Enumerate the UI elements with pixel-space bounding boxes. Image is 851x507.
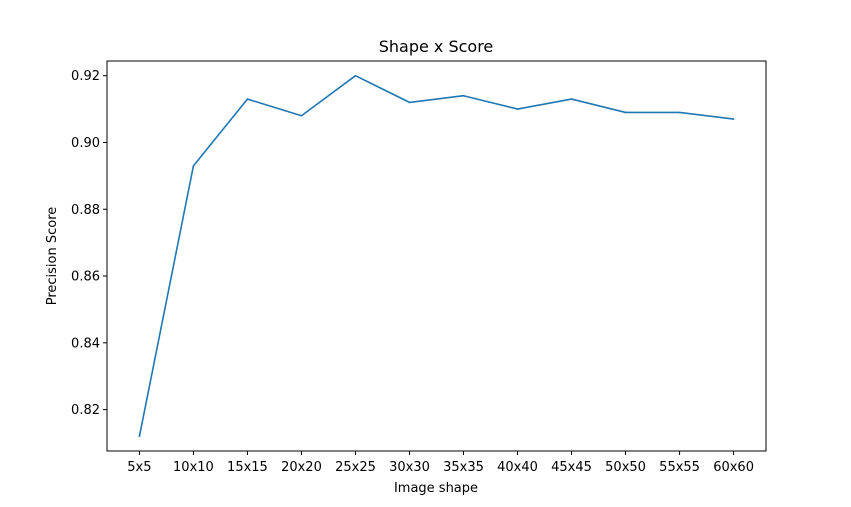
- plot-frame: [106, 60, 767, 452]
- x-tick-label: 30x30: [389, 460, 430, 475]
- chart-title: Shape x Score: [379, 37, 494, 56]
- data-point: [246, 98, 249, 100]
- x-tick-label: 60x60: [713, 460, 754, 475]
- data-point: [300, 114, 303, 117]
- x-tick-label: 55x55: [659, 460, 700, 475]
- y-tick-label: 0.88: [71, 203, 100, 218]
- x-axis-label: Image shape: [394, 481, 478, 496]
- data-point: [354, 74, 357, 77]
- x-tick-label: 40x40: [497, 460, 538, 475]
- x-tick-label: 35x35: [443, 460, 484, 475]
- y-tick-label: 0.90: [71, 136, 100, 151]
- x-tick-label: 15x15: [227, 460, 268, 475]
- y-tick-label: 0.84: [71, 336, 100, 351]
- y-tick-label: 0.92: [71, 69, 100, 84]
- x-axis: 5x5 10x10 15x15 20x20 25x25 30x30 35x35 40x40 45…: [127, 451, 754, 475]
- x-tick-label: 45x45: [551, 460, 592, 475]
- y-axis: 0.82 0.84 0.86 0.88 0.90 0.92: [71, 69, 107, 418]
- data-point: [192, 165, 195, 167]
- data-point: [516, 108, 519, 110]
- y-tick-label: 0.86: [71, 270, 100, 285]
- series-line: [138, 74, 734, 437]
- x-tick-label: 20x20: [281, 460, 322, 475]
- data-point: [624, 111, 627, 114]
- x-tick-label: 25x25: [335, 460, 376, 475]
- data-point: [408, 101, 411, 104]
- x-tick-label: 10x10: [173, 460, 214, 475]
- y-axis-label: Precision Score: [45, 207, 60, 306]
- data-point: [138, 435, 141, 438]
- data-point: [678, 111, 681, 114]
- x-tick-label: 5x5: [127, 460, 151, 475]
- y-tick-label: 0.82: [71, 403, 100, 418]
- series-group: [138, 74, 735, 438]
- data-point: [732, 118, 735, 120]
- data-point: [462, 94, 465, 97]
- x-tick-label: 50x50: [605, 460, 646, 475]
- data-point: [570, 98, 573, 100]
